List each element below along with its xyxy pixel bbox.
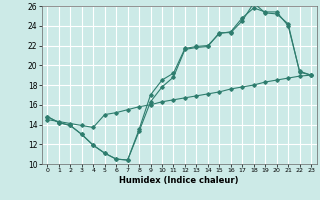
X-axis label: Humidex (Indice chaleur): Humidex (Indice chaleur) [119, 176, 239, 185]
